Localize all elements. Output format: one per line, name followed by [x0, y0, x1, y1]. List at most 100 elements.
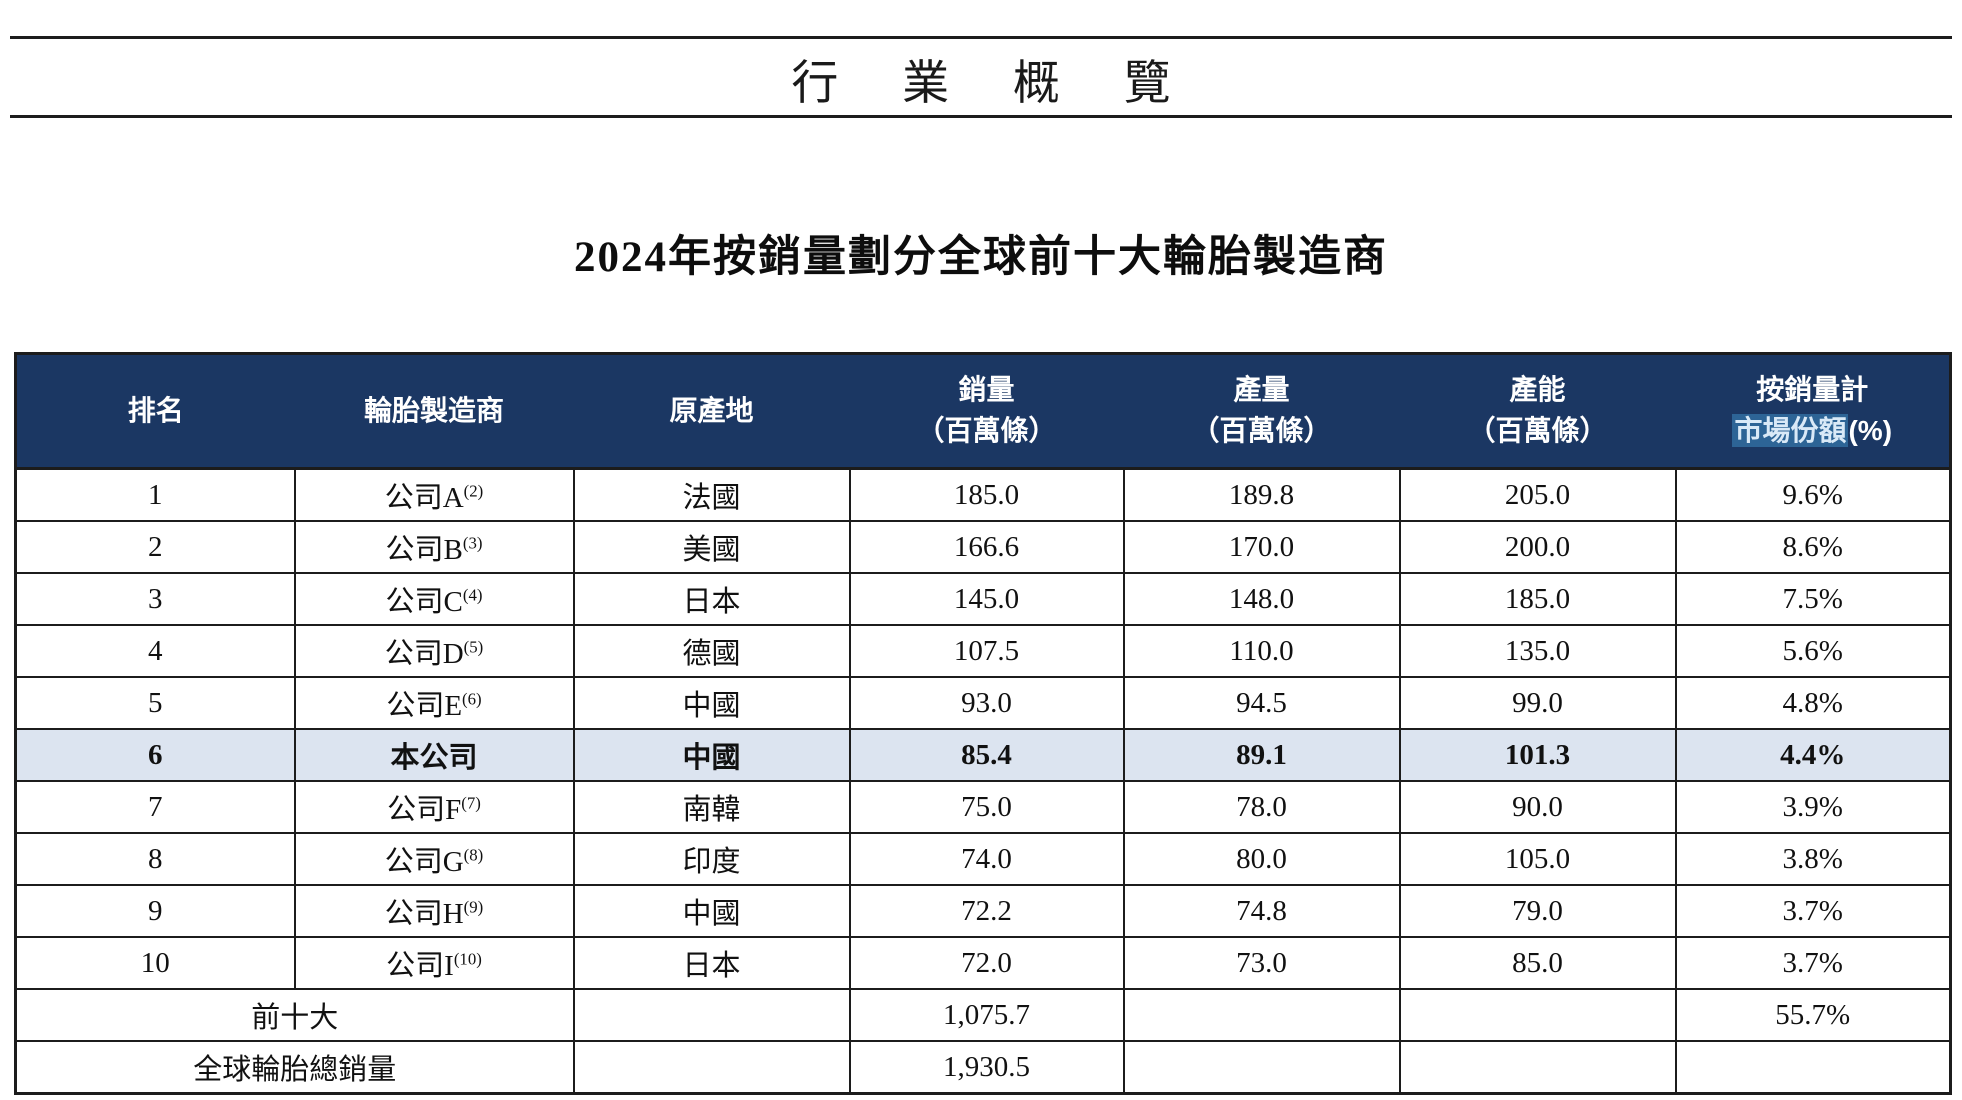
capacity-cell: 85.0 — [1398, 936, 1677, 990]
rank-cell: 1 — [14, 467, 296, 522]
sales-cell: 166.6 — [848, 520, 1125, 574]
sales-cell: 145.0 — [848, 572, 1125, 626]
rank-cell: 4 — [14, 624, 296, 678]
capacity-cell: 105.0 — [1398, 832, 1677, 886]
footnote-ref: (3) — [462, 533, 483, 553]
capacity-cell: 79.0 — [1398, 884, 1677, 938]
sales-cell: 74.0 — [848, 832, 1125, 886]
capacity-cell: 200.0 — [1398, 520, 1677, 574]
origin-cell: 德國 — [572, 624, 851, 678]
rank-cell: 9 — [14, 884, 296, 938]
origin-cell — [572, 1040, 851, 1095]
manufacturer-cell: 公司B(3) — [293, 520, 575, 574]
header-row: 排名 輪胎製造商 原產地 銷量 （百萬條） 產量 （百萬條） 產能 （百萬條） … — [15, 353, 1951, 470]
header-production-line2: （百萬條） — [1191, 415, 1332, 446]
share-cell: 3.8% — [1674, 832, 1952, 886]
summary-row-top-ten: 前十大 1,075.7 55.7% — [14, 988, 1952, 1042]
production-cell: 189.8 — [1122, 467, 1401, 522]
manufacturer-name: 本公司 — [390, 742, 478, 774]
share-cell: 3.9% — [1674, 780, 1952, 834]
header-market-share: 按銷量計 市場份額(%) — [1675, 353, 1951, 470]
origin-cell: 美國 — [572, 520, 851, 574]
footnote-ref: (2) — [463, 481, 484, 501]
capacity-cell: 99.0 — [1398, 676, 1677, 730]
selected-text-highlight: 市場份額 — [1732, 414, 1849, 447]
sales-cell: 75.0 — [848, 780, 1125, 834]
footnote-ref: (9) — [463, 897, 484, 917]
sales-cell: 1,075.7 — [848, 988, 1125, 1042]
summary-label-cell: 前十大 — [14, 988, 575, 1042]
sales-cell: 85.4 — [848, 728, 1125, 782]
production-cell — [1122, 988, 1401, 1042]
manufacturer-cell: 公司H(9) — [293, 884, 575, 938]
header-share-suffix: (%) — [1848, 415, 1893, 446]
capacity-cell — [1398, 1040, 1677, 1095]
header-share-line1: 按銷量計 — [1756, 374, 1869, 406]
origin-cell: 中國 — [572, 676, 851, 730]
manufacturer-cell: 公司I(10) — [293, 936, 575, 990]
header-capacity-line2: （百萬條） — [1467, 415, 1608, 446]
production-cell — [1122, 1040, 1401, 1095]
origin-cell: 法國 — [572, 467, 851, 522]
sales-cell: 72.2 — [848, 884, 1125, 938]
second-horizontal-rule — [10, 115, 1952, 118]
origin-cell — [572, 988, 851, 1042]
summary-label-cell: 全球輪胎總銷量 — [14, 1040, 575, 1095]
table-row: 9 公司H(9) 中國 72.2 74.8 79.0 3.7% — [14, 884, 1952, 938]
table-row: 8 公司G(8) 印度 74.0 80.0 105.0 3.8% — [14, 832, 1952, 886]
summary-row-global-total: 全球輪胎總銷量 1,930.5 — [14, 1040, 1952, 1095]
header-origin: 原產地 — [573, 353, 850, 470]
manufacturer-cell: 公司G(8) — [293, 832, 575, 886]
header-origin-label: 原產地 — [669, 394, 754, 426]
production-cell: 89.1 — [1122, 728, 1401, 782]
rank-cell: 7 — [14, 780, 296, 834]
share-cell: 8.6% — [1674, 520, 1952, 574]
header-rank: 排名 — [15, 353, 295, 470]
header-capacity-line1: 產能 — [1509, 374, 1566, 406]
production-cell: 78.0 — [1122, 780, 1401, 834]
rank-cell: 10 — [14, 936, 296, 990]
header-rank-label: 排名 — [127, 394, 184, 426]
rank-cell: 5 — [14, 676, 296, 730]
table-row: 2 公司B(3) 美國 166.6 170.0 200.0 8.6% — [14, 520, 1952, 574]
manufacturer-name: 公司G — [384, 846, 464, 878]
origin-cell: 中國 — [572, 884, 851, 938]
sales-cell: 72.0 — [848, 936, 1125, 990]
production-cell: 80.0 — [1122, 832, 1401, 886]
rank-cell: 3 — [14, 572, 296, 626]
table-row: 7 公司F(7) 南韓 75.0 78.0 90.0 3.9% — [14, 780, 1952, 834]
table-row: 3 公司C(4) 日本 145.0 148.0 185.0 7.5% — [14, 572, 1952, 626]
table-row: 4 公司D(5) 德國 107.5 110.0 135.0 5.6% — [14, 624, 1952, 678]
sales-cell: 107.5 — [848, 624, 1125, 678]
footnote-ref: (10) — [453, 949, 482, 969]
share-cell: 5.6% — [1674, 624, 1952, 678]
manufacturer-cell: 公司A(2) — [293, 467, 575, 522]
origin-cell: 南韓 — [572, 780, 851, 834]
capacity-cell: 101.3 — [1398, 728, 1677, 782]
manufacturer-cell: 公司E(6) — [293, 676, 575, 730]
origin-cell: 日本 — [572, 936, 851, 990]
production-cell: 94.5 — [1122, 676, 1401, 730]
footnote-ref: (4) — [462, 585, 483, 605]
sales-cell: 93.0 — [848, 676, 1125, 730]
header-capacity: 產能 （百萬條） — [1399, 353, 1676, 470]
share-cell: 9.6% — [1674, 467, 1952, 522]
manufacturer-name: 公司H — [384, 898, 464, 930]
table-row: 1 公司A(2) 法國 185.0 189.8 205.0 9.6% — [14, 467, 1952, 522]
top-ten-manufacturers-table: 排名 輪胎製造商 原產地 銷量 （百萬條） 產量 （百萬條） 產能 （百萬條） … — [14, 352, 1952, 1095]
origin-cell: 印度 — [572, 832, 851, 886]
header-production: 產量 （百萬條） — [1123, 353, 1400, 470]
capacity-cell: 135.0 — [1398, 624, 1677, 678]
production-cell: 73.0 — [1122, 936, 1401, 990]
section-heading: 行 業 概 覽 — [791, 58, 1197, 110]
manufacturer-name: 公司I — [386, 950, 454, 982]
top-horizontal-rule — [10, 36, 1952, 39]
rank-cell: 8 — [14, 832, 296, 886]
manufacturer-name: 公司D — [384, 638, 464, 670]
manufacturer-name: 公司F — [387, 794, 462, 826]
header-manufacturer-label: 輪胎製造商 — [363, 394, 504, 426]
table-row: 10 公司I(10) 日本 72.0 73.0 85.0 3.7% — [14, 936, 1952, 990]
share-cell: 7.5% — [1674, 572, 1952, 626]
manufacturer-name: 公司B — [385, 534, 463, 566]
manufacturer-cell: 公司C(4) — [293, 572, 575, 626]
